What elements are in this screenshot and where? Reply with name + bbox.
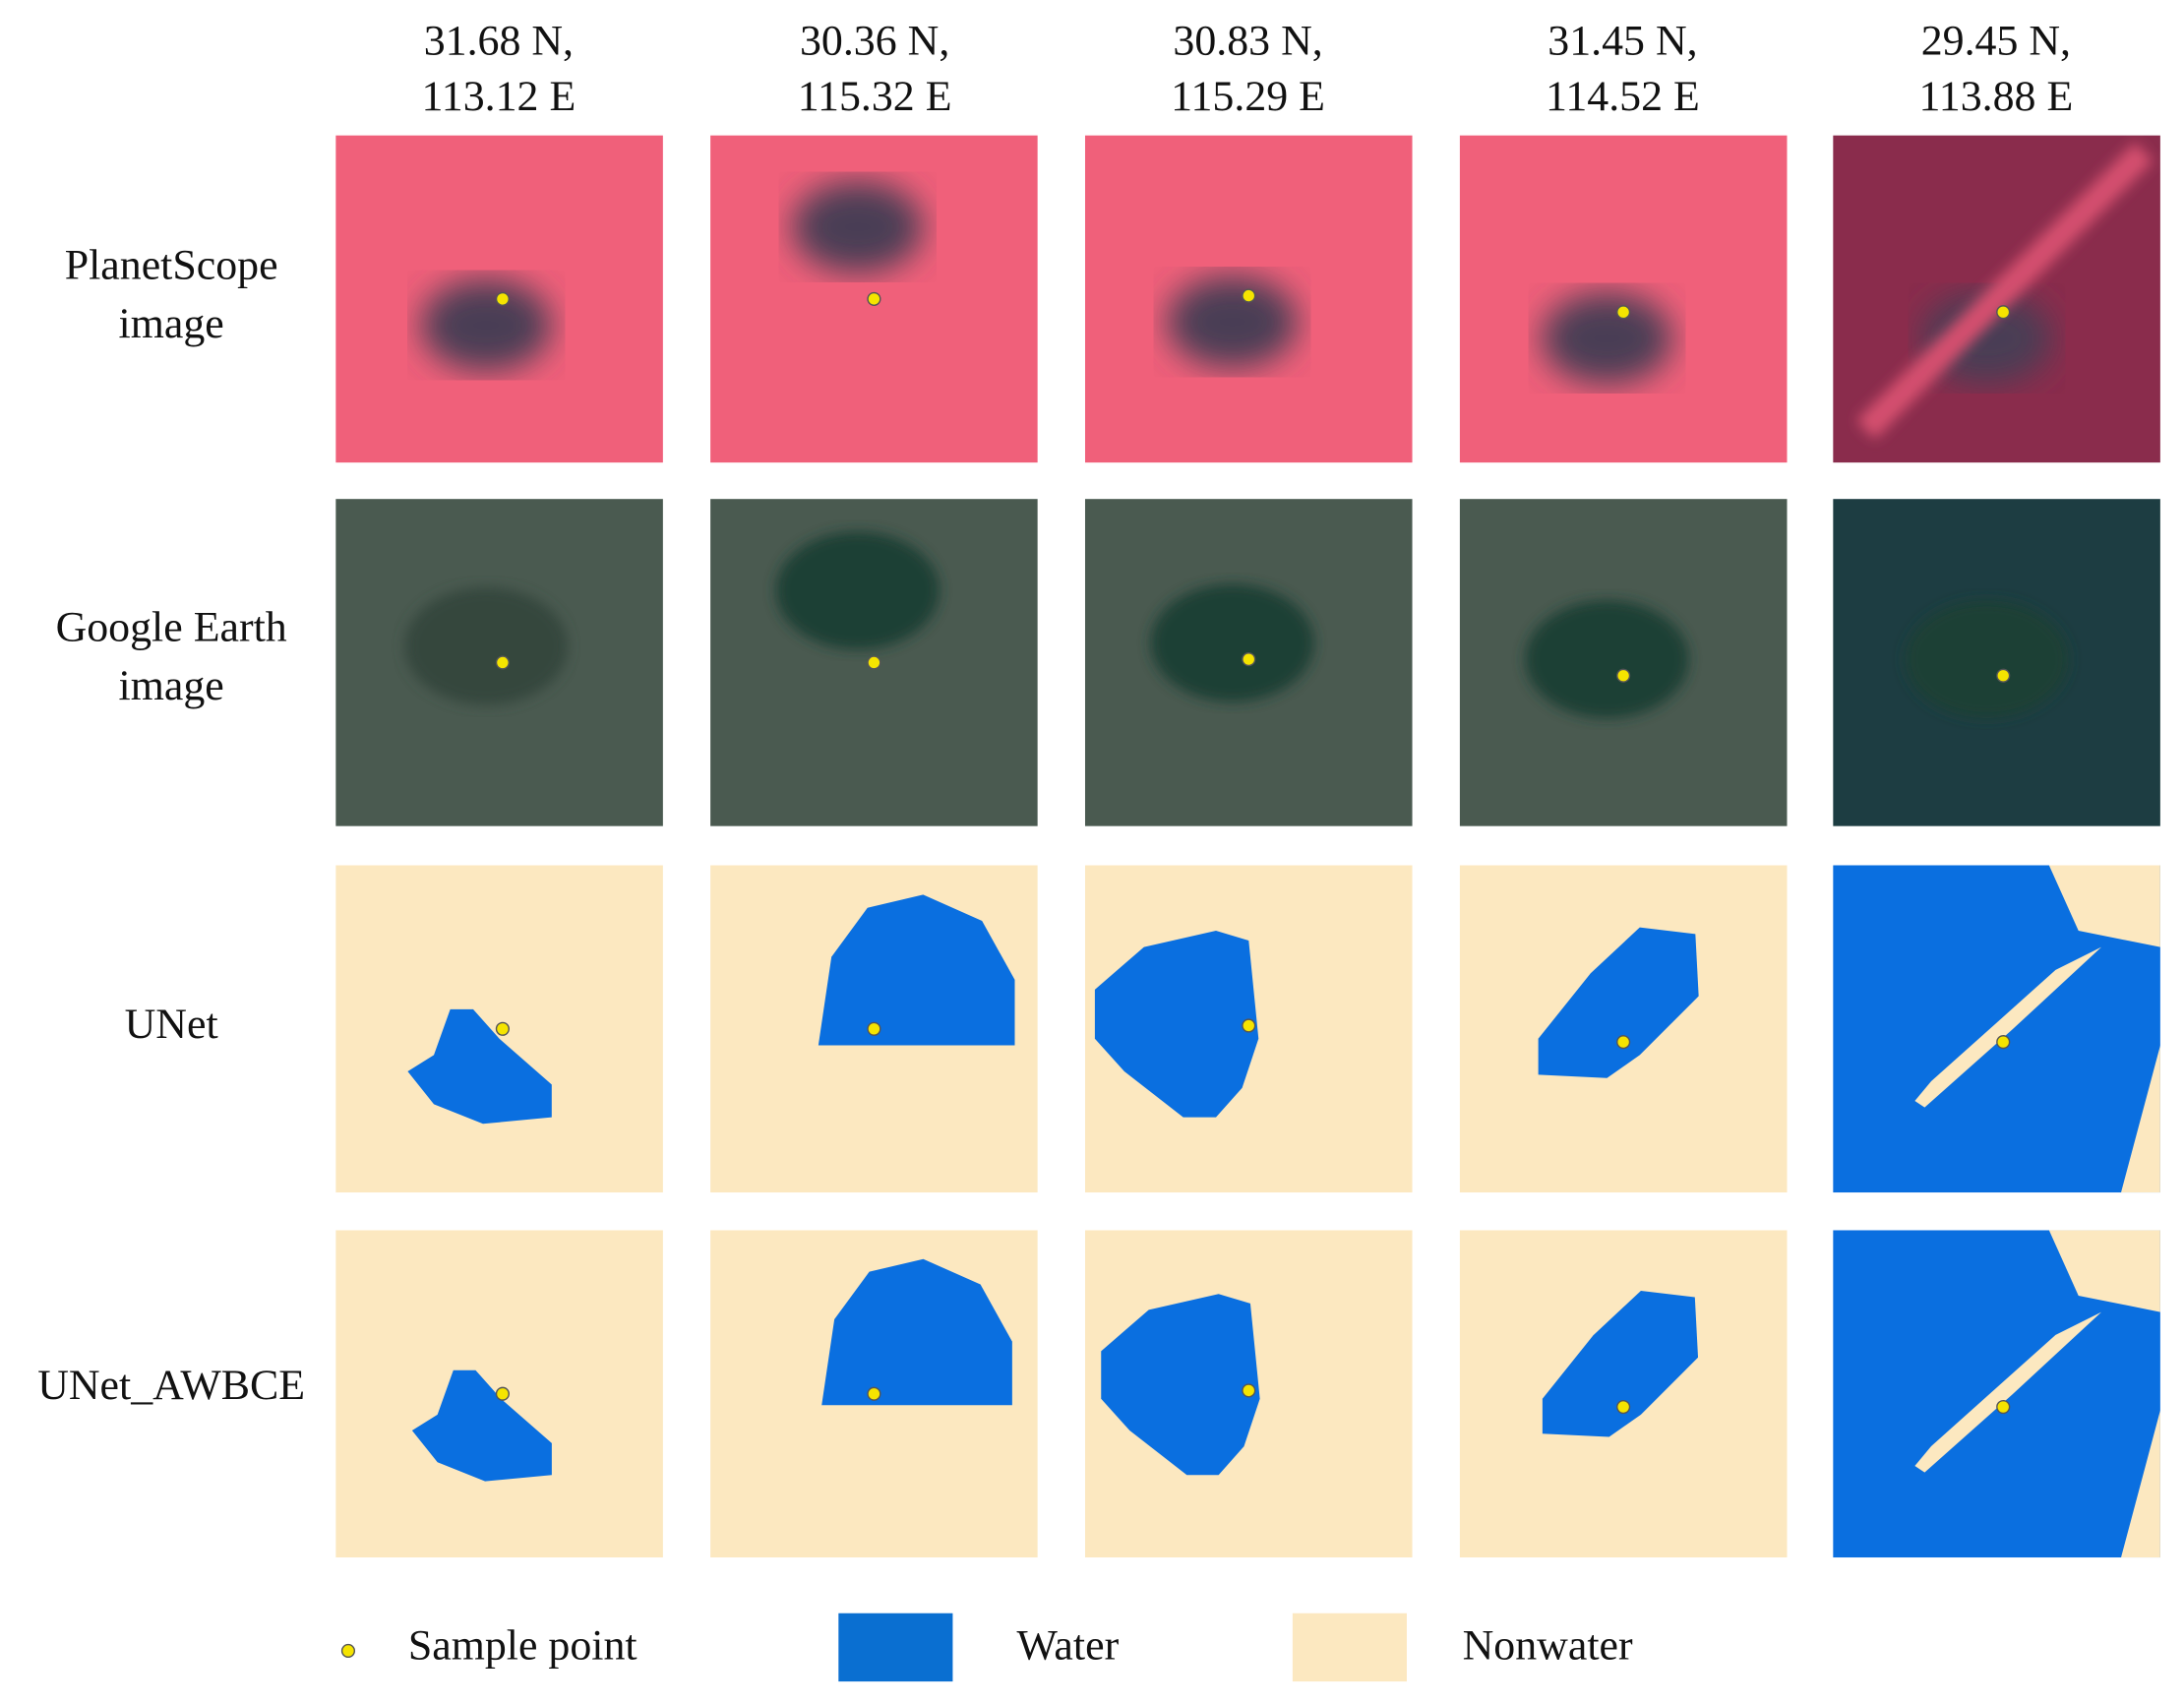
image-tile [1084, 865, 1413, 1193]
sample-point [1242, 288, 1256, 303]
water-body [420, 278, 552, 372]
nonwater-area [1914, 1311, 2102, 1473]
sample-point [1996, 305, 2011, 320]
row-label: PlanetScope [65, 242, 278, 289]
water-area [821, 1258, 1012, 1406]
sample-point [1616, 1399, 1631, 1415]
water-area [407, 1008, 552, 1125]
water-area [1101, 1294, 1260, 1476]
column-longitude: 115.29 E [1171, 73, 1325, 120]
image-tile [1833, 499, 2160, 826]
column-latitude: 30.36 N, [800, 18, 949, 65]
legend-sample-point-icon [340, 1643, 356, 1659]
water-body [404, 586, 569, 705]
legend-nonwater-swatch [1292, 1613, 1407, 1682]
image-tile [335, 865, 663, 1193]
column-latitude: 31.45 N, [1547, 18, 1697, 65]
column-latitude: 30.83 N, [1173, 18, 1322, 65]
sample-point [495, 655, 510, 670]
sample-point [1616, 1035, 1631, 1050]
water-body [1150, 583, 1314, 702]
sample-point [1616, 668, 1631, 683]
sample-point [1242, 1018, 1256, 1033]
image-tile [1084, 135, 1413, 463]
sample-point [867, 1021, 881, 1036]
column-longitude: 113.12 E [421, 73, 576, 120]
legend-label: Water [1017, 1622, 1120, 1670]
row-label: image [119, 662, 224, 709]
sample-point [1996, 668, 2011, 683]
image-tile [1833, 135, 2160, 463]
sample-point [495, 1021, 510, 1036]
image-tile [1833, 865, 2160, 1193]
image-tile [335, 135, 663, 463]
image-tile [1459, 1230, 1788, 1558]
sample-point [867, 655, 881, 670]
image-tile [1459, 499, 1788, 826]
water-body [792, 181, 924, 274]
water-area [818, 894, 1015, 1046]
road [1856, 142, 2154, 440]
image-tile [1459, 135, 1788, 463]
row-label: Google Earth [56, 604, 287, 651]
sample-point [1996, 1399, 2011, 1415]
nonwater-area [1914, 946, 2102, 1108]
sample-point [867, 291, 881, 307]
sample-point [495, 291, 510, 307]
column-longitude: 113.88 E [1918, 73, 2073, 120]
water-body [1921, 292, 2053, 385]
column-latitude: 29.45 N, [1921, 18, 2071, 65]
sample-point [1242, 1383, 1256, 1398]
legend-label: Nonwater [1463, 1622, 1633, 1670]
sample-point [1242, 652, 1256, 667]
row-label: UNet_AWBCE [37, 1362, 305, 1409]
row-label: UNet [125, 1001, 218, 1048]
legend-label: Sample point [408, 1622, 637, 1670]
water-area [1542, 1291, 1699, 1437]
image-tile [1833, 1230, 2160, 1558]
nonwater-area [2121, 1045, 2160, 1193]
sample-point [867, 1386, 881, 1401]
water-area [1094, 930, 1259, 1118]
column-longitude: 115.32 E [798, 73, 952, 120]
legend-water-swatch [838, 1613, 953, 1682]
sample-point [495, 1386, 510, 1401]
nonwater-area [2048, 1230, 2160, 1312]
water-body [1905, 600, 2069, 719]
water-body [775, 531, 940, 650]
sample-point [1996, 1035, 2011, 1050]
column-longitude: 114.52 E [1546, 73, 1700, 120]
nonwater-area [2048, 865, 2160, 947]
row-label: image [119, 300, 224, 347]
water-body [1525, 600, 1689, 719]
water-area [1538, 927, 1699, 1078]
sample-point [1616, 305, 1631, 320]
water-area [411, 1369, 552, 1482]
water-body [1167, 275, 1299, 368]
column-latitude: 31.68 N, [424, 18, 574, 65]
image-tile [1459, 865, 1788, 1193]
water-body [1541, 292, 1673, 385]
